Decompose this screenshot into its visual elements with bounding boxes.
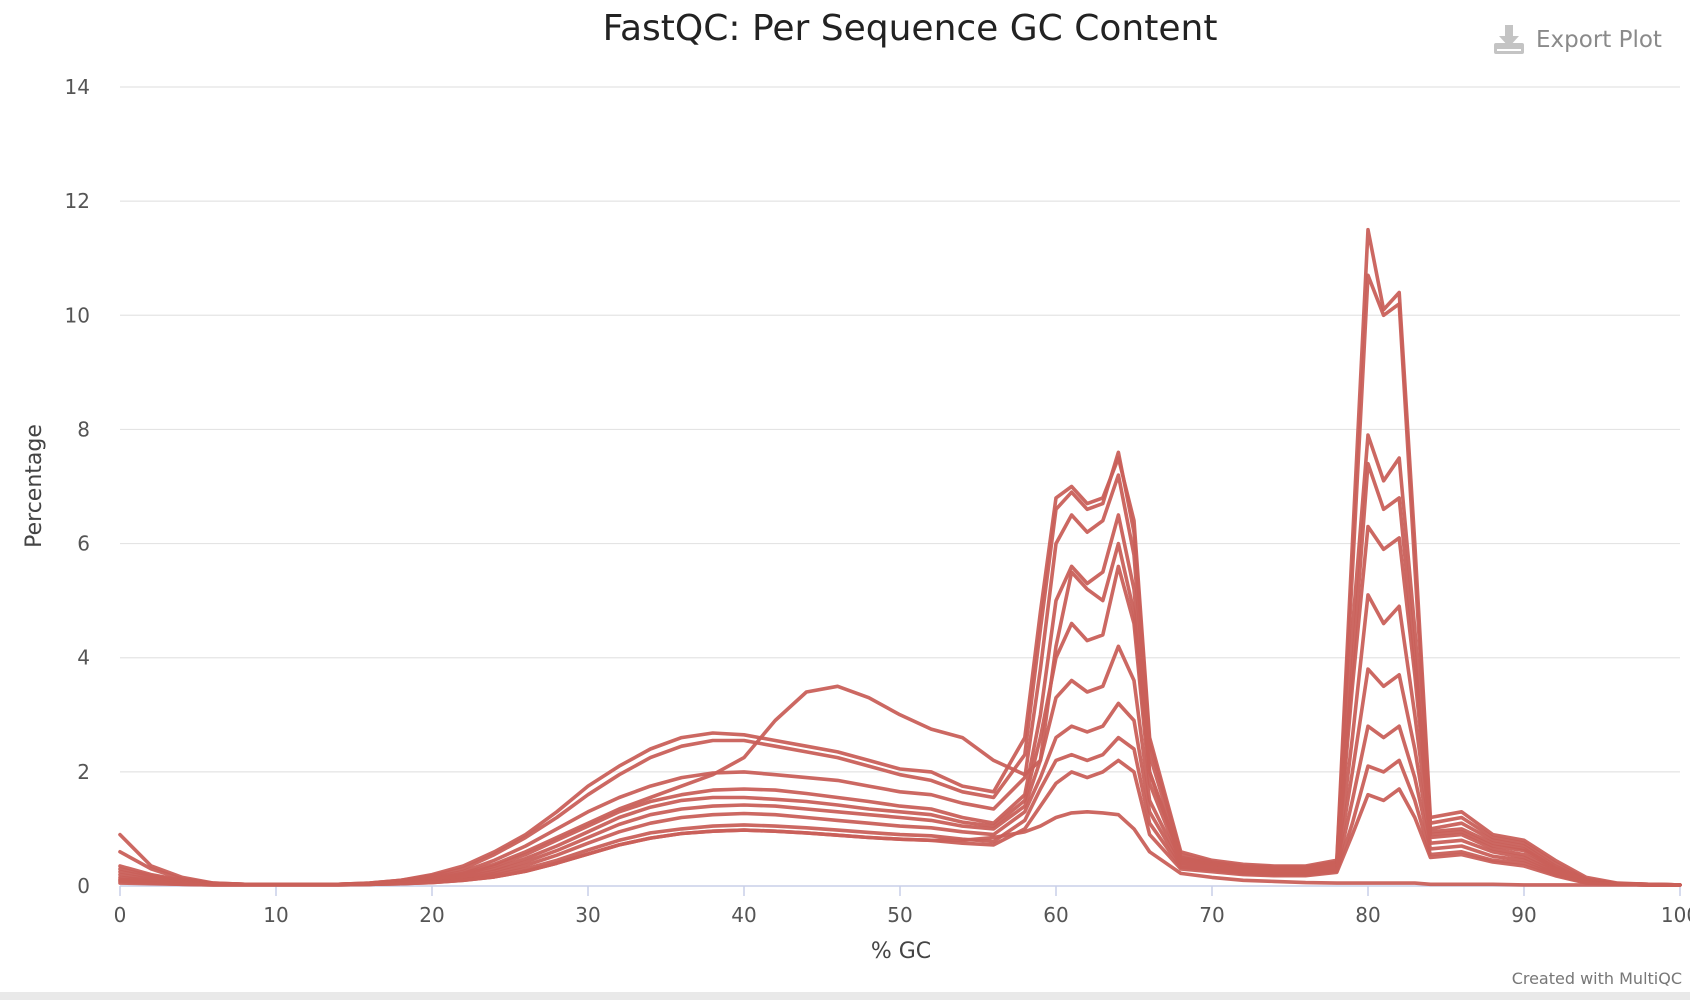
x-tick-label-5: 50 xyxy=(887,903,912,927)
page-bottom-border xyxy=(0,992,1690,1000)
x-tick-label-1: 10 xyxy=(263,903,288,927)
y-tick-label-7: 14 xyxy=(65,75,90,99)
grid-lines xyxy=(120,86,1680,773)
x-axis-title: % GC xyxy=(871,939,931,964)
x-tick-label-0: 0 xyxy=(114,903,127,927)
x-tick-label-6: 60 xyxy=(1043,903,1068,927)
download-icon xyxy=(1494,25,1524,54)
series-line-5[interactable] xyxy=(118,564,1682,887)
x-tick-label-8: 80 xyxy=(1355,903,1380,927)
y-tick-label-4: 8 xyxy=(77,417,90,441)
export-plot-label: Export Plot xyxy=(1536,27,1662,53)
x-tick-label-9: 90 xyxy=(1511,903,1536,927)
x-tick-label-7: 70 xyxy=(1199,903,1224,927)
y-axis-title: Percentage xyxy=(22,424,47,548)
export-plot-button[interactable]: Export Plot xyxy=(1492,18,1662,62)
x-tick-labels: 0 10 20 30 40 50 60 70 80 90 100 xyxy=(114,903,1690,927)
y-tick-label-0: 0 xyxy=(77,874,90,898)
y-tick-label-6: 12 xyxy=(65,189,90,213)
x-tick-label-4: 40 xyxy=(731,903,756,927)
y-tick-label-3: 6 xyxy=(77,532,90,556)
series-lines xyxy=(118,227,1682,887)
multiqc-credit: Created with MultiQC xyxy=(1512,969,1682,988)
series-line-10[interactable] xyxy=(118,810,1682,887)
x-tick-label-10: 100 xyxy=(1661,903,1690,927)
series-line-9[interactable] xyxy=(118,758,1682,887)
y-tick-label-2: 4 xyxy=(77,646,90,670)
x-tick-label-3: 30 xyxy=(575,903,600,927)
series-line-0[interactable] xyxy=(118,227,1682,887)
x-axis xyxy=(119,885,1681,896)
x-tick-label-2: 20 xyxy=(419,903,444,927)
chart-title: FastQC: Per Sequence GC Content xyxy=(603,8,1218,49)
y-tick-label-5: 10 xyxy=(65,303,90,327)
y-tick-label-1: 2 xyxy=(77,760,90,784)
y-tick-labels: 0 2 4 6 8 10 12 14 xyxy=(65,75,90,898)
